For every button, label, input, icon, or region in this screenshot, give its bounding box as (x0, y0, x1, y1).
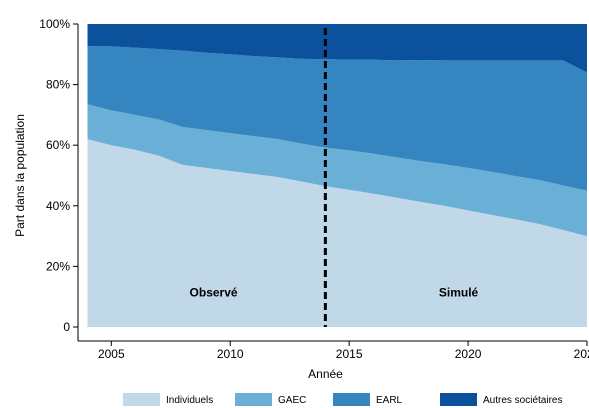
legend-swatch-individuels (123, 393, 160, 406)
annotation-observe: Observé (190, 286, 238, 300)
x-axis: 2005 2010 2015 2020 2025 (78, 340, 589, 361)
annotations: Observé Simulé (190, 286, 479, 300)
area-individuels (87, 139, 588, 327)
y-tick-label: 40% (46, 199, 70, 213)
x-tick-label: 2020 (455, 347, 482, 361)
legend-label-gaec: GAEC (278, 395, 306, 406)
stacked-areas (87, 24, 588, 327)
legend-label-autres-societaires: Autres sociétaires (483, 395, 562, 406)
legend-swatch-autres-societaires (440, 393, 477, 406)
area-earl (87, 46, 588, 191)
x-tick-label: 2025 (574, 347, 589, 361)
area-gaec (87, 104, 588, 237)
y-tick-label: 80% (46, 78, 70, 92)
y-tick-label: 100% (39, 17, 70, 31)
x-tick-label: 2010 (217, 347, 244, 361)
x-tick-label: 2015 (336, 347, 363, 361)
y-axis: 0 20% 40% 60% 80% 100% (39, 17, 79, 341)
y-axis-title: Part dans la population (13, 114, 27, 237)
y-tick-label: 20% (46, 259, 70, 273)
annotation-simule: Simulé (439, 286, 479, 300)
legend-label-individuels: Individuels (166, 395, 213, 406)
legend: Individuels GAEC EARL Autres sociétaires (123, 393, 562, 406)
legend-swatch-earl (333, 393, 370, 406)
legend-swatch-gaec (235, 393, 272, 406)
y-tick-label: 60% (46, 138, 70, 152)
legend-label-earl: EARL (376, 395, 403, 406)
x-tick-label: 2005 (98, 347, 125, 361)
x-axis-title: Année (308, 367, 343, 381)
y-tick-label: 0 (63, 320, 70, 334)
area-autres-societaires (87, 24, 588, 73)
